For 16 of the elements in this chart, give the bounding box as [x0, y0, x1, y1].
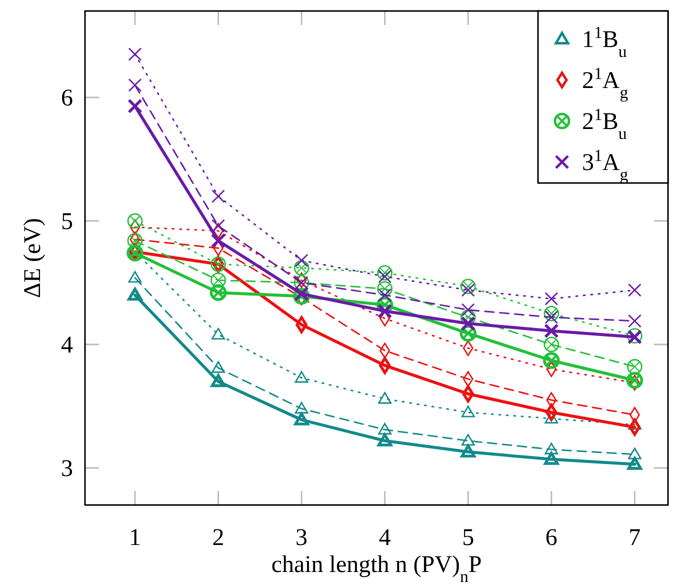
y-tick-label: 5 — [61, 208, 73, 235]
y-tick-label: 3 — [61, 456, 73, 482]
x-axis-title: chain length n (PV)$_{n}$P — [271, 552, 482, 586]
x-tick-label: 3 — [296, 525, 308, 551]
y-tick-label: 4 — [61, 332, 73, 358]
x-tick-label: 2 — [212, 525, 224, 551]
y-axis-title: ΔE (eV) — [20, 218, 46, 298]
y-tick-label: 6 — [61, 85, 73, 112]
legend-label: 2$^{1}$A$_{g}$ — [582, 64, 629, 102]
legend-label: 1$^{1}$B$_{u}$ — [582, 22, 628, 60]
x-tick-label: 6 — [545, 525, 558, 551]
x-tick-label: 4 — [378, 525, 391, 551]
x-tick-label: 1 — [128, 525, 141, 551]
x-tick-label: 7 — [628, 525, 641, 551]
x-tick-label: 5 — [462, 525, 474, 551]
legend-label: 2$^{1}$B$_{u}$ — [582, 104, 628, 142]
